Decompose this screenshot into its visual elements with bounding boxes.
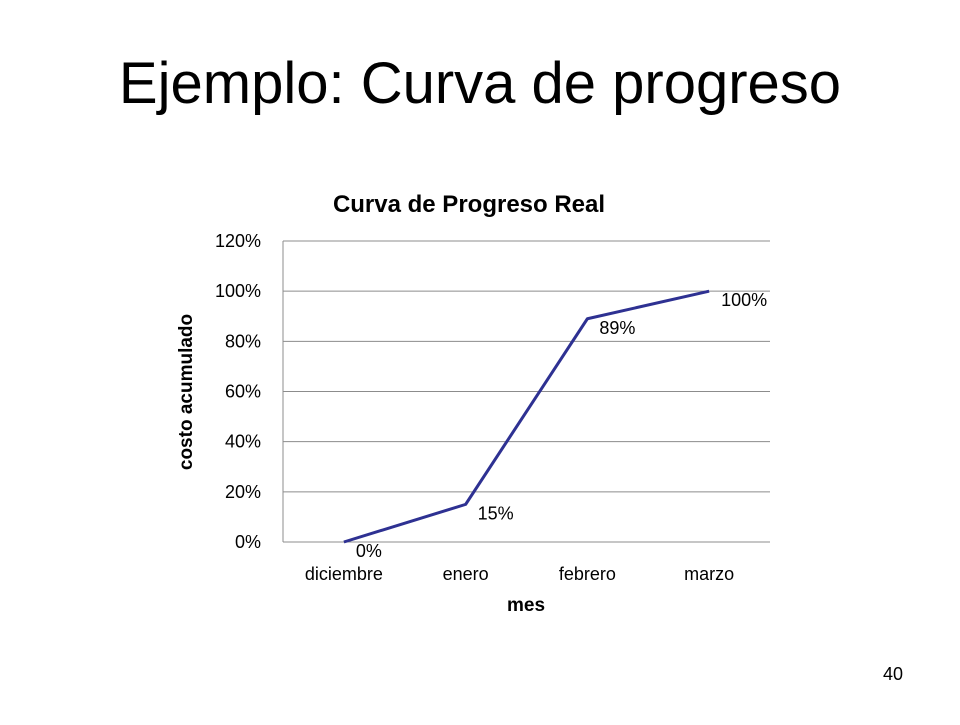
y-tick-label: 100% [215,281,261,301]
data-label: 100% [721,290,767,310]
x-tick-label: febrero [559,564,616,584]
data-labels: 0% 15% 89% 100% [356,290,767,561]
page-number: 40 [882,664,903,684]
x-tick-label: diciembre [305,564,383,584]
x-tick-label: enero [443,564,489,584]
y-tick-label: 80% [225,331,261,351]
y-tick-label: 120% [215,231,261,251]
slide-title: Ejemplo: Curva de progreso [118,51,842,116]
series-line-group [343,289,710,544]
x-tick-label: marzo [684,564,734,584]
y-tick-label: 40% [225,432,261,452]
y-tick-label: 20% [225,482,261,502]
grid-lines [282,240,770,543]
y-axis-ticks: 0% 20% 40% 60% 80% 100% 120% [215,231,261,552]
data-label: 15% [478,503,514,523]
x-axis-title: mes [507,595,545,616]
x-axis-ticks: diciembre enero febrero marzo [305,564,734,584]
data-label: 89% [599,318,635,338]
series-line [343,289,710,544]
y-axis-title: costo acumulado [176,314,197,470]
data-label: 0% [356,541,382,561]
y-tick-label: 0% [235,532,261,552]
chart-title: Curva de Progreso Real [333,191,605,218]
y-tick-label: 60% [225,382,261,402]
